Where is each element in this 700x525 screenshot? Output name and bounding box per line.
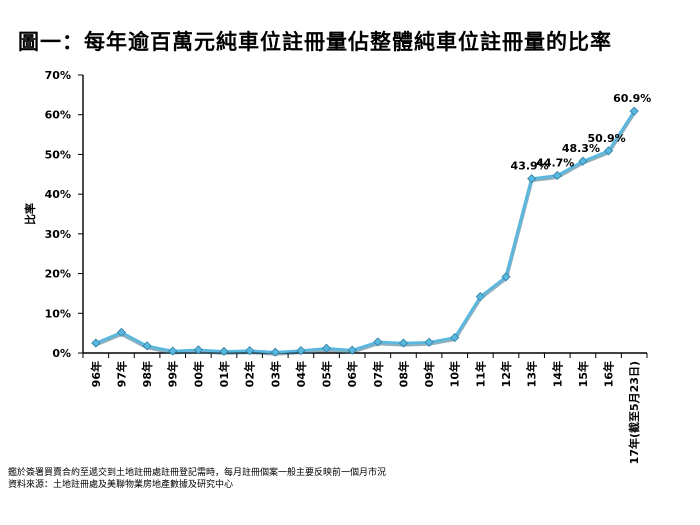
x-tick-label: 17年(截至5月23日) [627, 361, 641, 464]
data-point [245, 346, 255, 356]
y-tick-labels: 0% 10% 20% 30% 40% 50% 60% 70% [45, 69, 71, 360]
series-lines [95, 110, 636, 356]
series-line-shadow [95, 111, 636, 356]
x-tick-label: 12年 [499, 361, 513, 387]
x-tick-label: 96年 [89, 361, 103, 387]
x-tick-label: 99年 [166, 361, 180, 387]
x-tick-label: 11年 [473, 361, 487, 387]
x-tick-label: 03年 [268, 361, 282, 387]
y-tick-label: 20% [45, 268, 71, 281]
x-tick-label: 98年 [140, 361, 154, 387]
data-point [603, 146, 614, 156]
data-point [398, 338, 409, 348]
data-point [450, 332, 460, 343]
x-tick-labels: 96年 97年 98年 99年 00年 01年 02年 03年 04年 05年 06年 07年 08年 0… [89, 361, 641, 464]
chart-axes [78, 74, 648, 358]
y-tick-label: 40% [45, 188, 71, 201]
x-tick-label: 13年 [525, 361, 539, 387]
data-point [578, 156, 588, 166]
y-tick-label: 0% [52, 347, 71, 360]
data-point [552, 170, 562, 181]
data-point [347, 345, 357, 355]
data-point [142, 341, 152, 351]
data-point [373, 337, 383, 347]
data-point [168, 346, 178, 356]
y-tick-label: 70% [45, 69, 71, 82]
chart-title: 圖一：每年逾百萬元純車位註冊量佔整體純車位註冊量的比率 [18, 30, 612, 54]
y-tick-label: 30% [45, 228, 71, 241]
x-tick-label: 07年 [371, 361, 385, 387]
footnote-text: 鑑於簽署買賣合約至遞交到土地註冊處註冊登記需時，每月註冊個案一般主要反映前一個月… [8, 468, 387, 478]
x-tick-label: 02年 [243, 361, 257, 387]
x-tick-label: 08年 [396, 361, 410, 387]
x-tick-label: 14年 [550, 361, 564, 387]
data-label: 50.9% [587, 132, 625, 145]
x-tick-label: 16年 [602, 361, 616, 387]
data-point [193, 345, 203, 355]
data-point [296, 346, 306, 356]
data-markers [91, 106, 639, 357]
x-tick-label: 10年 [448, 361, 462, 387]
data-point [219, 346, 229, 356]
data-label: 44.7% [536, 156, 574, 169]
y-tick-label: 50% [45, 148, 71, 161]
x-tick-label: 01年 [217, 361, 231, 387]
data-label: 43.9% [511, 160, 549, 173]
data-label: 48.3% [562, 142, 600, 155]
x-tick-label: 05年 [320, 361, 334, 387]
source-text: 資料來源：土地註冊處及美聯物業房地產數據及研究中心 [8, 480, 234, 490]
series-line [95, 110, 636, 354]
data-label: 60.9% [613, 92, 651, 105]
data-point [321, 343, 332, 353]
data-point [424, 337, 434, 347]
y-axis-label: 比率 [23, 203, 37, 225]
x-tick-label: 06年 [345, 361, 359, 387]
data-point [270, 347, 280, 357]
data-labels: 43.9%44.7%48.3%50.9% 60.9% [511, 92, 652, 173]
data-point [629, 106, 639, 116]
data-point [501, 272, 511, 282]
x-tick-label: 00年 [191, 361, 205, 387]
x-tick-label: 04年 [294, 361, 308, 387]
y-tick-label: 10% [45, 307, 71, 320]
y-tick-label: 60% [45, 109, 71, 122]
data-point [91, 338, 101, 348]
data-point [475, 292, 485, 302]
x-tick-label: 15年 [576, 361, 590, 387]
data-point [527, 174, 537, 184]
data-point [116, 327, 127, 337]
x-tick-label: 09年 [422, 361, 436, 387]
x-tick-label: 97年 [114, 361, 128, 387]
